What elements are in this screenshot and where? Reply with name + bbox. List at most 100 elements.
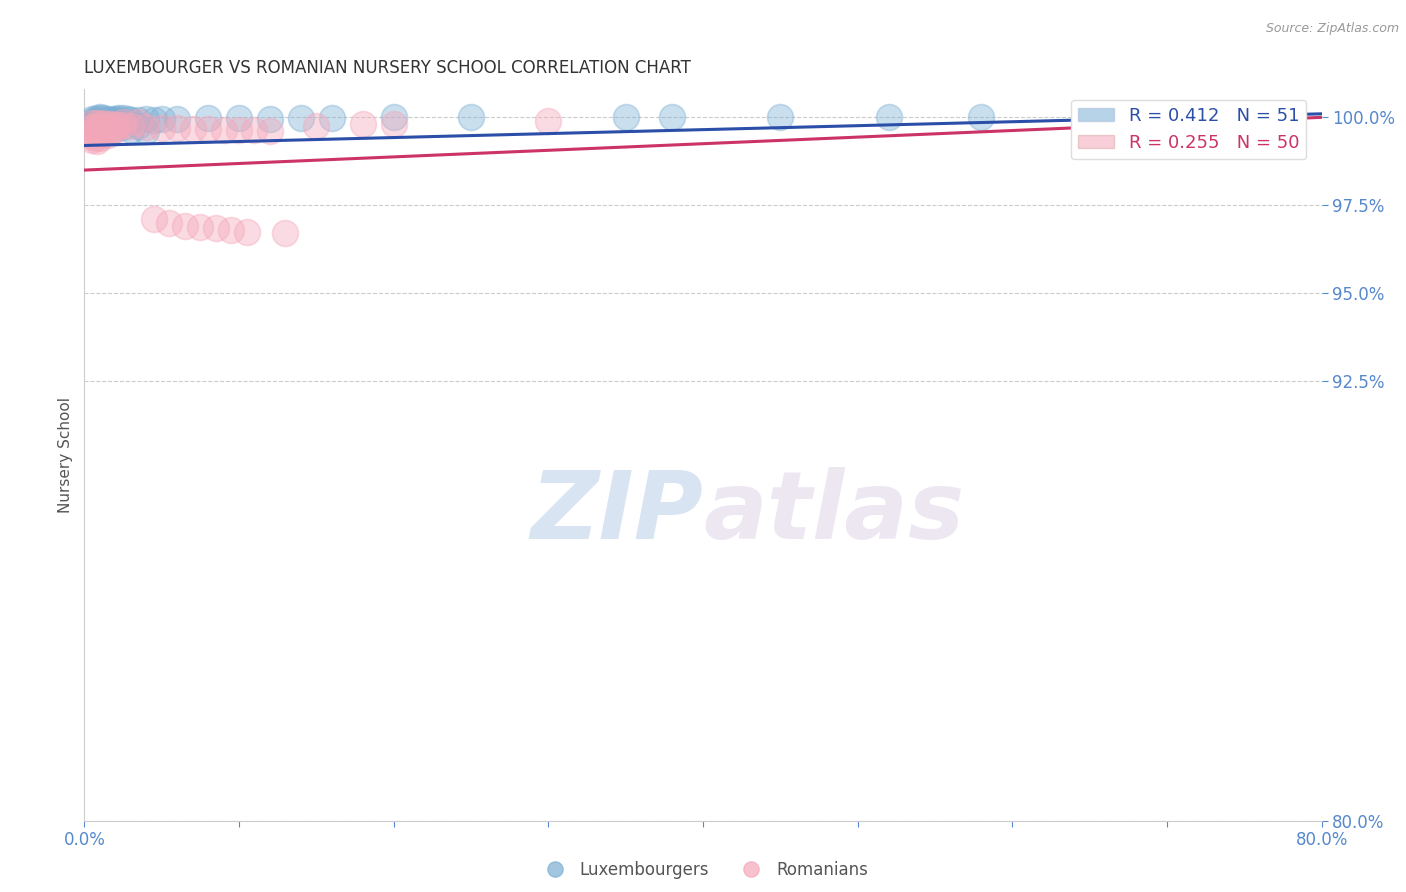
Point (228, 122, 250, 136)
Y-axis label: Nursery School: Nursery School (58, 397, 73, 513)
Text: atlas: atlas (703, 467, 965, 559)
Point (661, 111, 683, 125)
Text: LUXEMBOURGER VS ROMANIAN NURSERY SCHOOL CORRELATION CHART: LUXEMBOURGER VS ROMANIAN NURSERY SCHOOL … (84, 59, 692, 77)
Point (382, 117, 405, 131)
Point (120, 112, 142, 127)
Point (89, 131, 111, 145)
Point (143, 113, 166, 128)
Point (769, 111, 792, 125)
Point (91, 112, 114, 126)
Point (197, 122, 219, 136)
Point (86, 134, 108, 148)
Point (96, 112, 118, 127)
Point (86, 111, 108, 125)
Point (91, 116, 114, 130)
Point (352, 117, 374, 131)
Point (112, 119, 135, 133)
Point (112, 112, 135, 126)
Point (321, 111, 343, 125)
Point (112, 115, 135, 129)
Point (82, 133, 104, 147)
Point (91, 121, 114, 136)
Point (537, 113, 560, 128)
Point (101, 122, 124, 136)
Text: Source: ZipAtlas.com: Source: ZipAtlas.com (1265, 22, 1399, 36)
Point (107, 118, 129, 132)
Point (135, 112, 157, 127)
Point (259, 124, 281, 138)
Point (91, 115, 114, 129)
Point (112, 114, 135, 128)
Point (117, 112, 139, 127)
Point (877, 111, 900, 125)
Point (104, 118, 127, 132)
Point (86, 117, 108, 131)
Point (205, 221, 228, 235)
Point (120, 119, 142, 133)
Point (96, 113, 118, 128)
Point (259, 112, 281, 126)
Point (104, 112, 127, 126)
Point (89, 114, 111, 128)
Point (274, 226, 297, 240)
Point (101, 112, 124, 127)
Point (970, 111, 993, 125)
Point (86, 130, 108, 145)
Point (96, 117, 118, 131)
Point (127, 113, 149, 128)
Point (96, 117, 118, 131)
Point (212, 122, 235, 136)
Point (101, 114, 124, 128)
Point (86, 116, 108, 130)
Point (91, 116, 114, 130)
Point (188, 220, 211, 235)
Point (1187, 111, 1209, 125)
Point (135, 120, 157, 134)
Point (82, 125, 104, 139)
Point (107, 111, 129, 125)
Point (1078, 111, 1101, 125)
Point (290, 111, 312, 125)
Point (127, 115, 149, 129)
Legend: Luxembourgers, Romanians: Luxembourgers, Romanians (531, 855, 875, 886)
Point (181, 121, 204, 136)
Point (89, 111, 111, 125)
Point (382, 111, 405, 125)
Point (82, 129, 104, 144)
Point (96, 120, 118, 135)
Point (614, 111, 637, 125)
Point (101, 117, 124, 131)
Point (89, 117, 111, 131)
Point (197, 112, 219, 126)
Point (101, 116, 124, 130)
Point (243, 123, 266, 137)
Point (228, 111, 250, 125)
Point (166, 112, 188, 127)
Point (120, 122, 142, 136)
Point (82, 115, 104, 129)
Point (82, 113, 104, 128)
Point (86, 125, 108, 139)
Point (305, 119, 328, 133)
Point (89, 118, 111, 132)
Point (104, 123, 127, 137)
Point (166, 120, 188, 135)
Point (219, 223, 242, 237)
Point (86, 120, 108, 134)
Point (91, 127, 114, 141)
Point (89, 126, 111, 140)
Point (89, 120, 111, 135)
Point (96, 122, 118, 136)
Point (107, 112, 129, 127)
Point (82, 120, 104, 135)
Point (159, 216, 180, 230)
Point (86, 113, 108, 128)
Point (143, 212, 166, 227)
Point (150, 120, 173, 135)
Point (150, 112, 173, 126)
Point (135, 124, 157, 138)
Point (174, 219, 197, 233)
Point (235, 225, 259, 239)
Point (96, 128, 118, 142)
Text: ZIP: ZIP (530, 467, 703, 559)
